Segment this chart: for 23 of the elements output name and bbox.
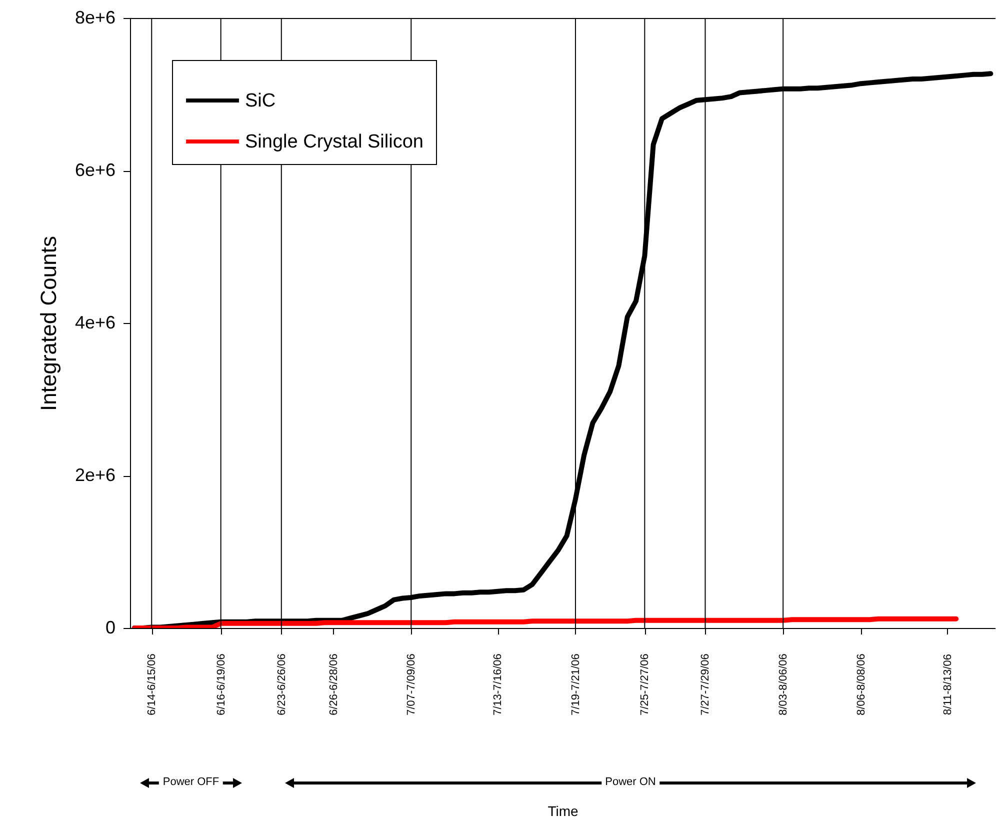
y-tick-label: 0 (105, 618, 116, 638)
x-tick-label: 6/14-6/15/06 (146, 654, 158, 716)
legend-label: SiC (245, 90, 276, 112)
x-tick-label: 8/03-8/06/06 (778, 654, 790, 716)
x-tick-label: 6/23-6/26/06 (276, 654, 288, 716)
x-tick-label: 7/25-7/27/06 (639, 654, 652, 716)
x-tick-label: 6/26-6/28/06 (328, 654, 340, 716)
y-axis-title: Integrated Counts (36, 236, 61, 411)
x-tick-label: 7/07-7/09/06 (406, 654, 418, 716)
text: Power OFF (158, 776, 224, 789)
x-tick-label: 7/19-7/21/06 (570, 654, 582, 716)
y-tick-label: 8e+6 (74, 8, 116, 28)
y-tick-label: 2e+6 (74, 465, 116, 485)
text: Power ON (601, 776, 660, 789)
x-tick-label: 7/27-7/29/06 (700, 654, 712, 716)
legend-label: Single Crystal Silicon (245, 132, 424, 152)
x-tick-label: 8/06-8/08/06 (855, 654, 868, 716)
y-tick-label: 4e+6 (74, 312, 116, 332)
x-tick-label: 8/11-8/13/06 (942, 654, 954, 715)
text: Time (548, 803, 578, 819)
y-tick-label: 6e+6 (74, 160, 116, 180)
x-tick-label: 6/16-6/19/06 (215, 654, 228, 716)
x-tick-label: 7/13-7/16/06 (492, 654, 504, 716)
